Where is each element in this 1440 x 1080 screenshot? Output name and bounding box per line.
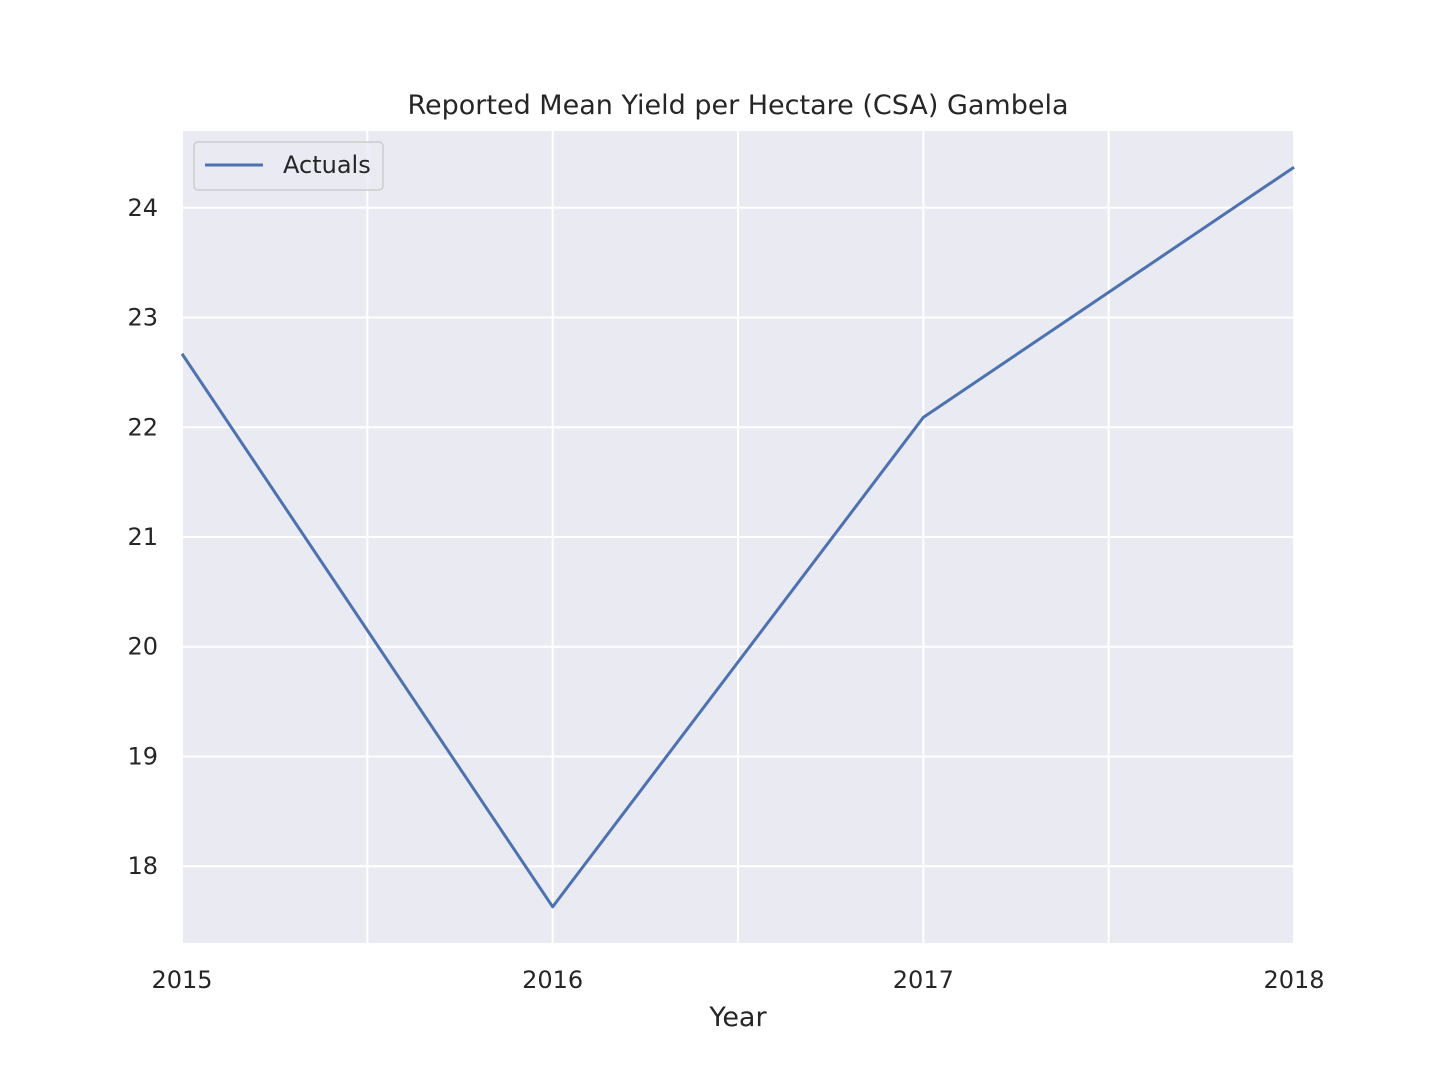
y-tick-label: 22 bbox=[127, 413, 158, 441]
x-tick-labels: 2015 2016 2017 2018 bbox=[151, 966, 1324, 994]
grid-lines bbox=[181, 131, 1295, 943]
x-axis-label: Year bbox=[708, 1002, 767, 1033]
x-tick-label: 2017 bbox=[893, 966, 954, 994]
x-tick-label: 2015 bbox=[151, 966, 212, 994]
y-tick-label: 23 bbox=[127, 304, 158, 332]
x-tick-label: 2018 bbox=[1263, 966, 1324, 994]
y-tick-label: 24 bbox=[127, 194, 158, 222]
legend: Actuals bbox=[193, 141, 384, 191]
series-line-actuals bbox=[180, 165, 1295, 909]
y-tick-label: 19 bbox=[127, 742, 158, 770]
x-tick-label: 2016 bbox=[522, 966, 583, 994]
chart-title: Reported Mean Yield per Hectare (CSA) Ga… bbox=[407, 90, 1068, 121]
y-tick-labels: 18 19 20 21 22 23 24 bbox=[127, 194, 158, 880]
y-tick-label: 20 bbox=[127, 633, 158, 661]
y-tick-label: 21 bbox=[127, 523, 158, 551]
y-tick-label: 18 bbox=[127, 852, 158, 880]
legend-label-actuals: Actuals bbox=[283, 151, 371, 179]
series-layer bbox=[180, 165, 1295, 909]
legend-box bbox=[193, 141, 384, 191]
